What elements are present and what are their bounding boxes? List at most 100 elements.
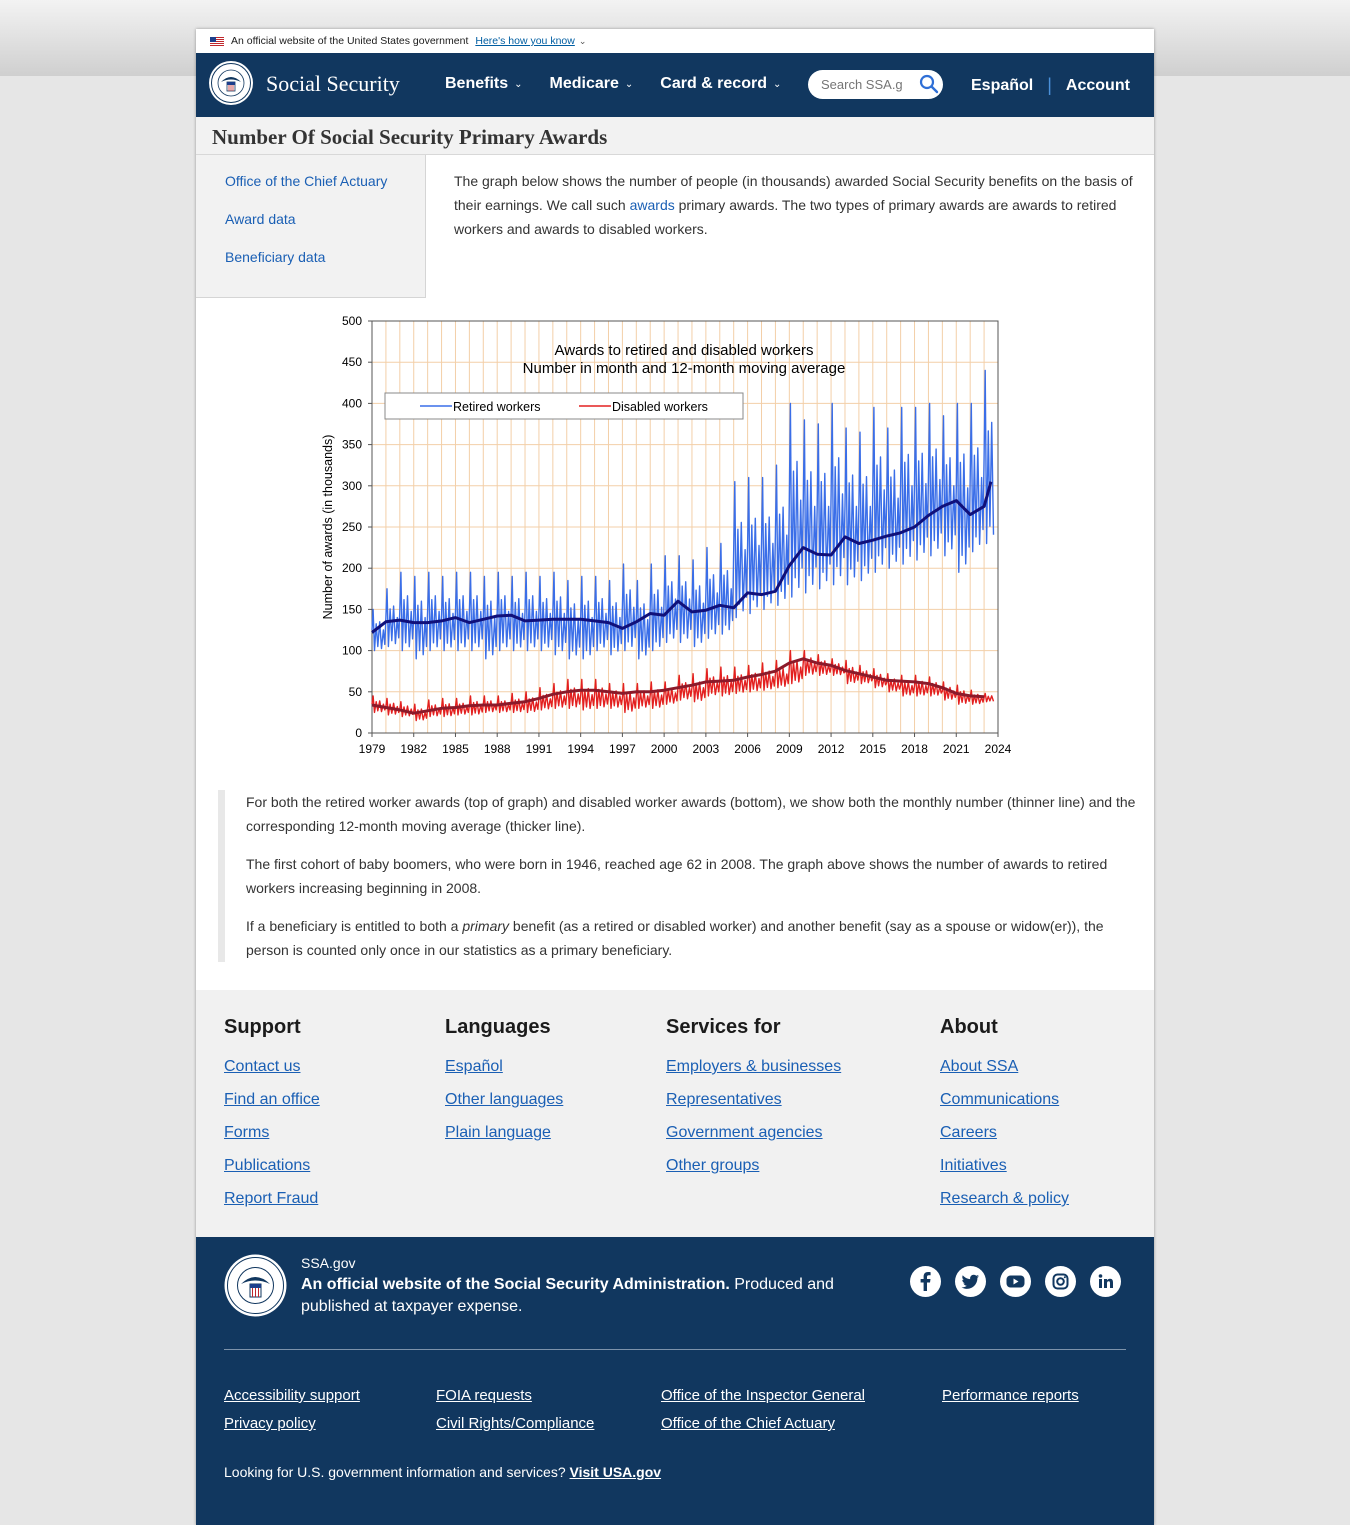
x-tick-label: 1991 — [526, 742, 553, 756]
gov-banner-text: An official website of the United States… — [231, 35, 469, 47]
y-axis-ticks: 0 50 100 150 200 250 300 350 400 450 500 — [342, 314, 372, 740]
footer-link-report-fraud[interactable]: Report Fraud — [224, 1190, 319, 1207]
page-title: Number Of Social Security Primary Awards — [212, 125, 608, 149]
footer-link-espanol[interactable]: Español — [445, 1058, 503, 1075]
footer-link-about-ssa[interactable]: About SSA — [940, 1058, 1019, 1075]
footer-link-contact-us[interactable]: Contact us — [224, 1058, 301, 1075]
search-input[interactable] — [821, 77, 903, 92]
x-tick-label: 2024 — [985, 742, 1012, 756]
footer-heading: About — [940, 1016, 998, 1038]
gov-banner: An official website of the United States… — [196, 29, 1154, 53]
nav-card-record[interactable]: Card & record ⌄ — [660, 75, 781, 93]
sidebar-item-chief-actuary[interactable]: Office of the Chief Actuary — [225, 173, 388, 189]
footer-link-civil-rights[interactable]: Civil Rights/Compliance — [436, 1415, 595, 1432]
footer-link-government-agencies[interactable]: Government agencies — [666, 1124, 823, 1141]
footer-link-initiatives[interactable]: Initiatives — [940, 1157, 1007, 1174]
site-title[interactable]: Social Security — [266, 71, 400, 96]
usa-gov-text: Looking for U.S. government information … — [224, 1464, 570, 1480]
divider: | — [1047, 75, 1052, 95]
footer-divider — [224, 1349, 1126, 1350]
note3-emphasis: primary — [462, 918, 510, 934]
sidebar-item-beneficiary-data[interactable]: Beneficiary data — [225, 249, 326, 265]
footer-link-employers[interactable]: Employers & businesses — [666, 1058, 842, 1075]
chevron-down-icon: ⌄ — [514, 78, 523, 90]
visit-usa-gov-link[interactable]: Visit USA.gov — [569, 1464, 662, 1480]
footer-links-section: Support Contact us Find an office Forms … — [196, 990, 1154, 1237]
linkedin-icon[interactable] — [1090, 1266, 1121, 1297]
series-line-disabled-workers-average — [371, 657, 985, 715]
legend-label-disabled: Disabled workers — [612, 400, 708, 414]
note-paragraph: If a beneficiary is entitled to both a p… — [246, 914, 1138, 962]
footer-heading: Support — [224, 1016, 301, 1038]
footer-column-support: Support Contact us Find an office Forms … — [224, 1016, 320, 1221]
x-tick-label: 2015 — [859, 742, 886, 756]
ssa-seal-icon[interactable] — [208, 60, 254, 106]
intro-text-1: The graph below shows the number of peop… — [454, 173, 1133, 213]
footer-link-communications[interactable]: Communications — [940, 1091, 1060, 1108]
social-links — [910, 1266, 1121, 1297]
y-tick-label: 350 — [342, 438, 362, 452]
site-header: Social Security Benefits ⌄ Medicare ⌄ Ca… — [196, 53, 1154, 117]
x-tick-label: 2006 — [734, 742, 761, 756]
x-tick-label: 1997 — [609, 742, 636, 756]
footer-link-representatives[interactable]: Representatives — [666, 1091, 782, 1108]
note3-text-1: If a beneficiary is entitled to both a — [246, 918, 463, 934]
y-tick-label: 250 — [342, 520, 362, 534]
footer-link-publications[interactable]: Publications — [224, 1157, 311, 1174]
facebook-icon[interactable] — [910, 1266, 941, 1297]
sidebar-item-award-data[interactable]: Award data — [225, 211, 296, 227]
footer-link-find-office[interactable]: Find an office — [224, 1091, 320, 1108]
x-tick-label: 1988 — [484, 742, 511, 756]
y-axis-label: Number of awards (in thousands) — [321, 435, 335, 620]
intro-text-2: primary awards. The two types of primary… — [454, 197, 1117, 237]
chevron-down-icon[interactable]: ⌄ — [578, 35, 587, 46]
usa-gov-notice: Looking for U.S. government information … — [224, 1464, 661, 1480]
chart-series — [371, 369, 995, 722]
intro-paragraph: The graph below shows the number of peop… — [454, 169, 1144, 241]
y-tick-label: 400 — [342, 396, 362, 410]
account-link[interactable]: Account — [1065, 76, 1130, 94]
footer-heading: Languages — [445, 1016, 551, 1038]
footer-link-inspector-general[interactable]: Office of the Inspector General — [661, 1387, 866, 1404]
instagram-icon[interactable] — [1045, 1266, 1076, 1297]
y-tick-label: 200 — [342, 561, 362, 575]
espanol-link[interactable]: Español — [971, 76, 1034, 94]
footer-link-forms[interactable]: Forms — [224, 1124, 270, 1141]
series-line-disabled-workers-monthly — [371, 649, 995, 722]
header-utility-links: Español | Account — [971, 75, 1130, 96]
y-tick-label: 300 — [342, 479, 362, 493]
youtube-icon[interactable] — [1000, 1266, 1031, 1297]
ssa-seal-icon — [224, 1254, 287, 1317]
search-icon[interactable] — [919, 74, 939, 94]
twitter-icon[interactable] — [955, 1266, 986, 1297]
nav-medicare[interactable]: Medicare ⌄ — [550, 75, 634, 93]
footer-link-accessibility[interactable]: Accessibility support — [224, 1387, 360, 1404]
awards-link[interactable]: awards — [629, 197, 675, 213]
y-tick-label: 500 — [342, 314, 362, 328]
us-flag-icon — [210, 36, 224, 46]
footer-link-other-languages[interactable]: Other languages — [445, 1091, 564, 1108]
footer-link-chief-actuary[interactable]: Office of the Chief Actuary — [661, 1415, 835, 1432]
footer-link-performance-reports[interactable]: Performance reports — [942, 1387, 1079, 1404]
note3-text-2: benefit (as a retired or disabled worker… — [246, 918, 1104, 958]
nav-benefits[interactable]: Benefits ⌄ — [445, 75, 523, 93]
chevron-down-icon: ⌄ — [772, 78, 782, 90]
nav-medicare-label: Medicare — [549, 75, 619, 92]
footer-link-careers[interactable]: Careers — [940, 1124, 997, 1141]
x-tick-label: 1994 — [567, 742, 594, 756]
footer-link-research-policy[interactable]: Research & policy — [940, 1190, 1069, 1207]
footer-link-plain-language[interactable]: Plain language — [445, 1124, 551, 1141]
footer-identifier: SSA.gov An official website of the Socia… — [196, 1237, 1154, 1525]
x-tick-label: 2012 — [818, 742, 845, 756]
footer-link-foia[interactable]: FOIA requests — [436, 1387, 532, 1404]
footer-link-privacy[interactable]: Privacy policy — [224, 1415, 316, 1432]
series-line-retired-workers-monthly — [371, 369, 995, 660]
note-paragraph: The first cohort of baby boomers, who we… — [246, 856, 1108, 896]
chevron-down-icon: ⌄ — [624, 78, 634, 90]
footer-link-other-groups[interactable]: Other groups — [666, 1157, 760, 1174]
chart-legend: Retired workers Disabled workers — [384, 392, 744, 420]
y-tick-label: 150 — [342, 602, 362, 616]
x-tick-label: 1985 — [442, 742, 469, 756]
how-you-know-link[interactable]: Here's how you know — [475, 35, 575, 47]
